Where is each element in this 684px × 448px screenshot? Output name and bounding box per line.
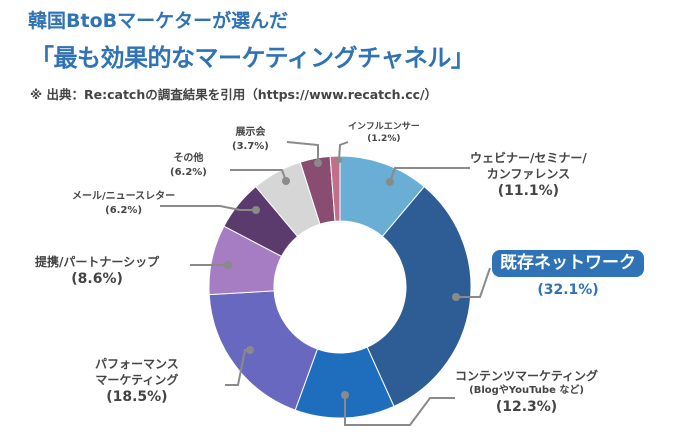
slice-3 — [208, 290, 319, 411]
leader-dot — [452, 293, 460, 301]
label-text: メール/ニュースレター — [72, 191, 176, 202]
title-line2: 「最も効果的なマーケティングチャネル」 — [30, 44, 475, 72]
label-influencer: インフルエンサー (1.2%) — [348, 121, 420, 145]
value-label: (1.2%) — [367, 134, 401, 145]
value-label: (6.2%) — [170, 166, 207, 178]
label-text: インフルエンサー — [348, 122, 420, 132]
leader-dot — [336, 157, 342, 163]
slice-1 — [366, 185, 472, 408]
leader-line — [338, 141, 349, 161]
value-label: (11.1%) — [497, 183, 560, 200]
label-text: ウェビナー/セミナー/ — [470, 151, 587, 165]
source-note: ※ 出典：Re:catchの調査結果を引用（https://www.recatc… — [30, 87, 438, 102]
title-line1: 韓国BtoBマーケターが選んだ — [28, 10, 289, 32]
leader-dot — [224, 261, 232, 269]
leader-line — [344, 395, 455, 426]
leader-dot — [282, 177, 290, 185]
value-label: (3.7%) — [232, 140, 269, 152]
value-label: (6.2%) — [105, 204, 143, 216]
highlight-badge: 既存ネットワーク — [492, 250, 644, 277]
label-existing-network: 既存ネットワーク (32.1%) — [492, 250, 644, 300]
label-other: その他 (6.2%) — [170, 152, 207, 179]
label-exhibition: 展示会 (3.7%) — [232, 126, 269, 153]
label-text: カンファレンス — [486, 167, 571, 182]
leader-dot — [341, 391, 349, 399]
leader-dot — [246, 346, 254, 354]
leader-line — [389, 167, 470, 183]
value-label: (18.5%) — [106, 389, 168, 406]
leader-dot — [252, 206, 260, 214]
value-label: (32.1%) — [537, 281, 599, 298]
label-performance: パフォーマンス マーケティング (18.5%) — [95, 356, 179, 407]
label-text: (BlogやYouTube など) — [469, 385, 584, 397]
slice-8 — [329, 155, 341, 222]
label-partnership: 提携/パートナーシップ (8.6%) — [35, 254, 159, 289]
label-webinar: ウェビナー/セミナー/ カンファレンス (11.1%) — [470, 150, 587, 201]
value-label: (12.3%) — [495, 398, 558, 415]
leader-dot — [314, 159, 322, 167]
value-label: (8.6%) — [71, 271, 123, 288]
leader-dot — [386, 178, 394, 186]
leader-line — [456, 267, 491, 298]
label-content-marketing: コンテンツマーケティング (BlogやYouTube など) (12.3%) — [455, 368, 598, 417]
leader-line — [160, 205, 256, 211]
leader-line — [286, 141, 319, 163]
label-text: 提携/パートナーシップ — [35, 255, 160, 269]
label-text: コンテンツマーケティング — [455, 369, 599, 383]
label-text: パフォーマンス — [95, 357, 179, 371]
label-text: マーケティング — [95, 373, 179, 388]
label-text: その他 — [173, 153, 204, 164]
label-mail: メール/ニュースレター (6.2%) — [72, 190, 175, 217]
label-text: 展示会 — [235, 127, 266, 138]
